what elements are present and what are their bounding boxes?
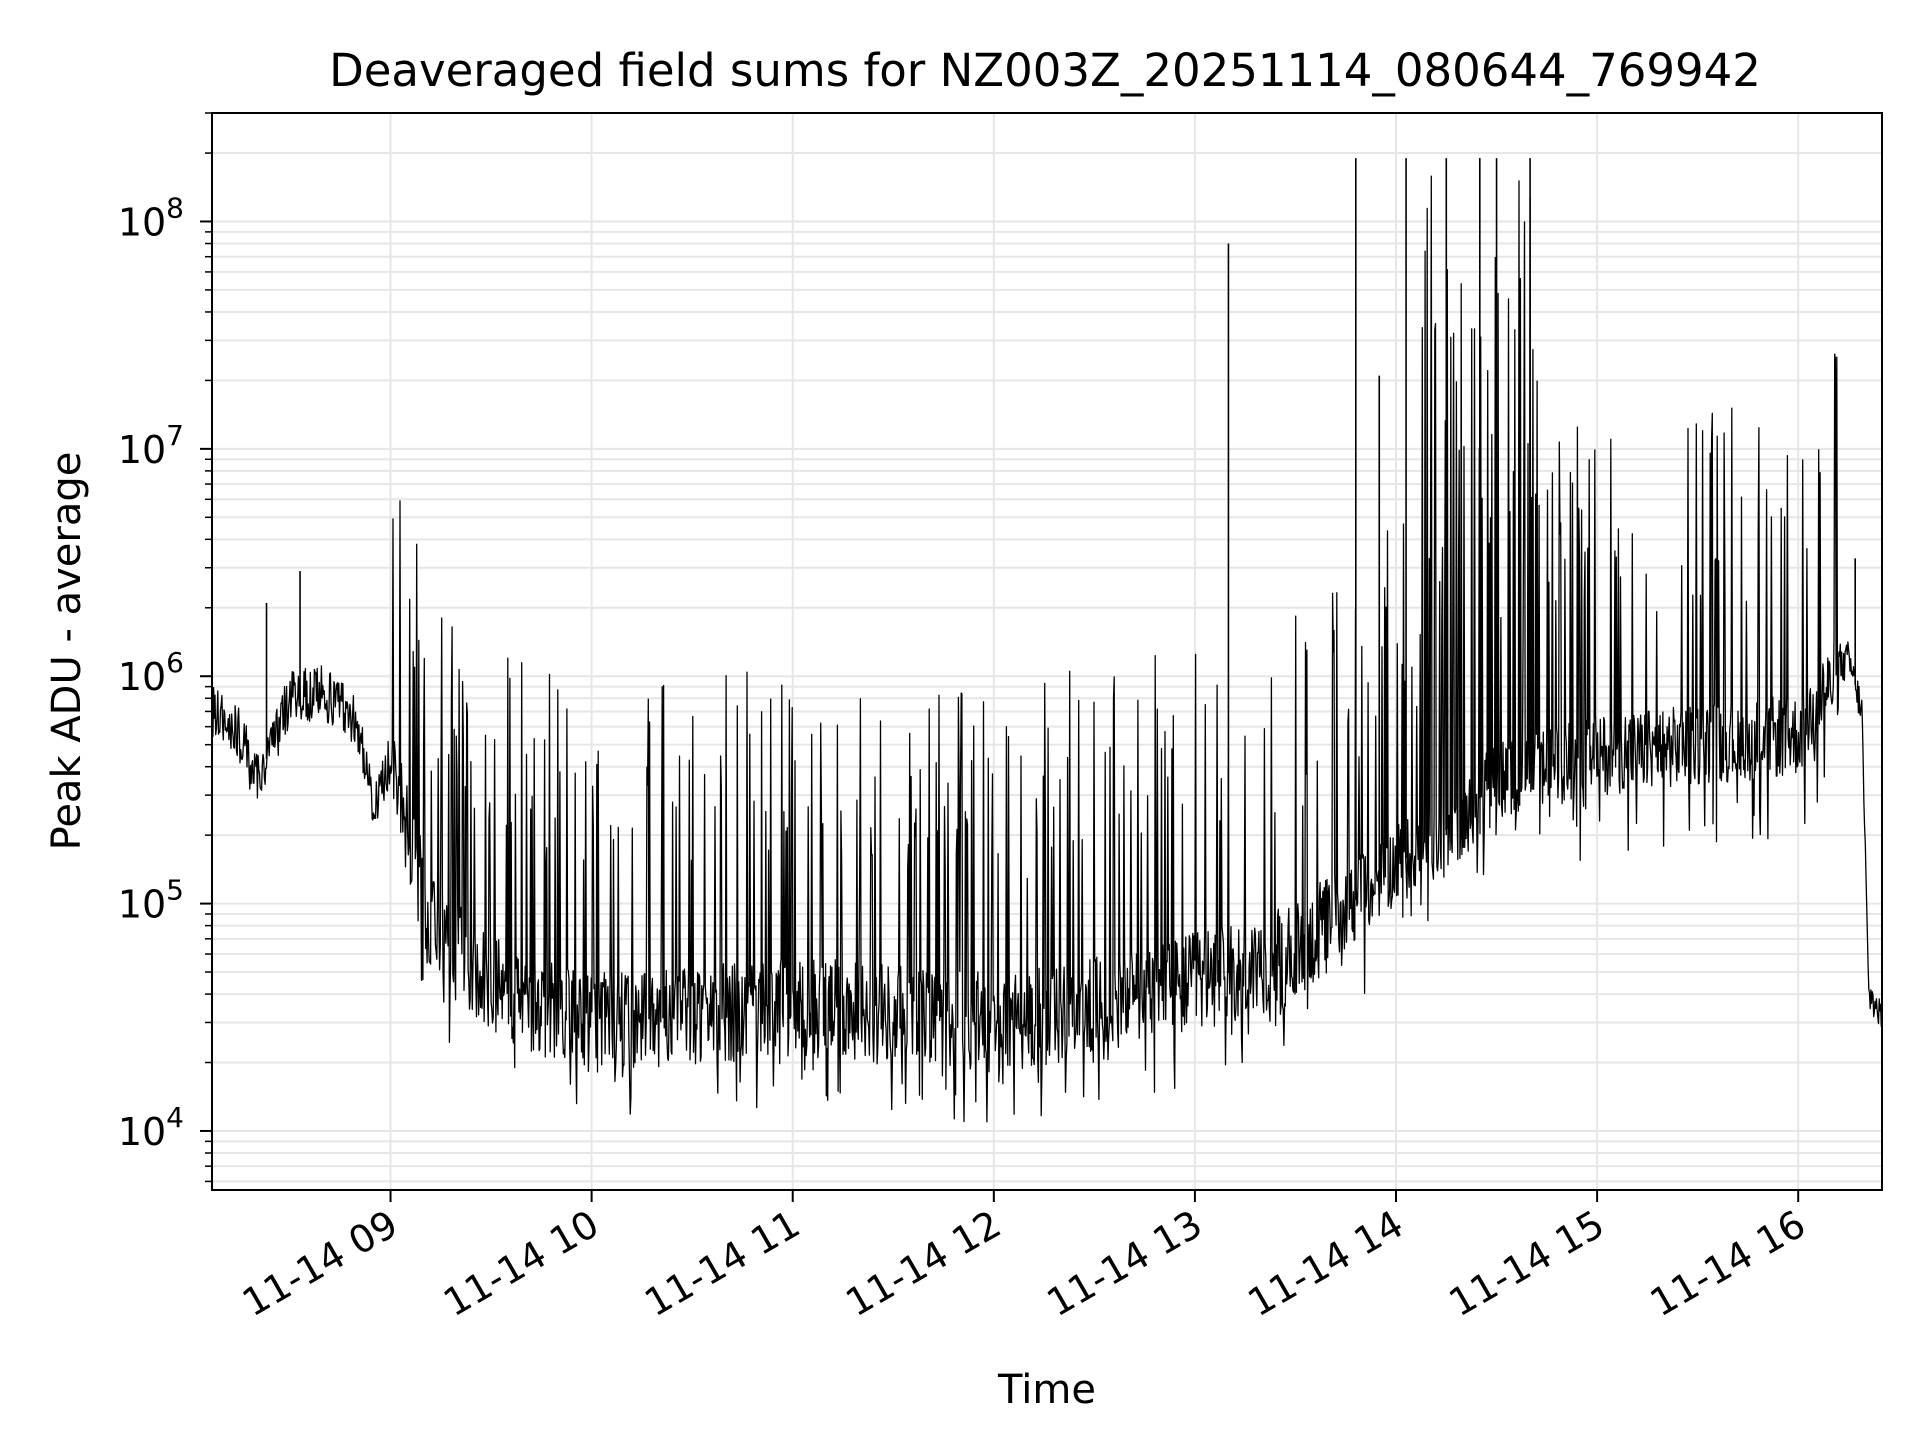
chart-title: Deaveraged field sums for NZ003Z_2025111…: [329, 44, 1761, 97]
plot-frame: [211, 112, 1883, 1191]
y-tick-label: 104: [118, 1101, 184, 1154]
series-line: [212, 175, 1883, 1123]
y-tick-exponent: 7: [166, 419, 184, 452]
y-tick-exponent: 8: [166, 191, 184, 224]
y-tick-exponent: 4: [166, 1101, 184, 1134]
y-tick-exponent: 5: [166, 874, 184, 907]
x-axis-label: Time: [997, 1367, 1096, 1413]
y-axis-label: Peak ADU - average: [44, 452, 90, 851]
series-layer: [212, 158, 1883, 1123]
grid-major: [212, 113, 1882, 1190]
y-tick-exponent: 6: [166, 646, 184, 679]
